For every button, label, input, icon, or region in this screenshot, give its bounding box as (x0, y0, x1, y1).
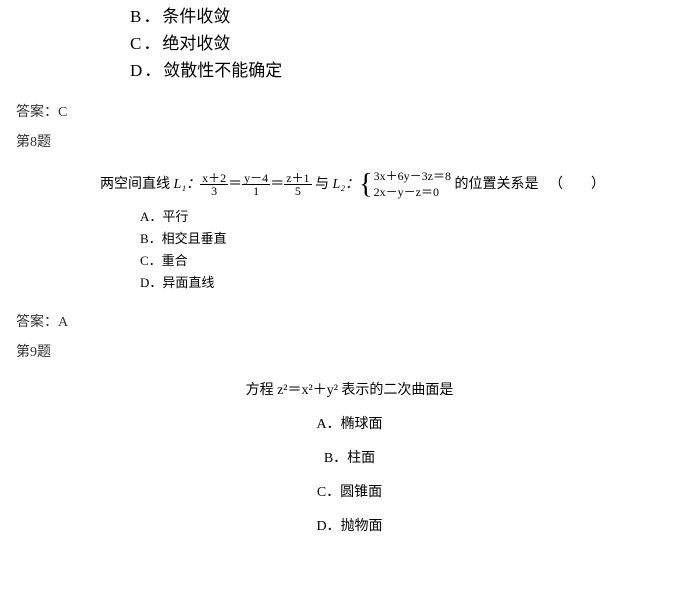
option-text: 条件收敛 (162, 7, 230, 26)
q8-stem: 两空间直线 L₁：x＋23＝y－41＝z＋15 与 L₂：{3x＋6y－3z＝8… (100, 169, 699, 200)
option-text: 平行 (162, 209, 188, 224)
option-text: 异面直线 (162, 275, 214, 290)
option-bullet: D． (140, 275, 162, 290)
q9-option-c: C．圆锥面 (0, 481, 699, 501)
sys-line-1: 3x＋6y－3z＝8 (374, 169, 451, 185)
option-bullet: A． (140, 209, 162, 224)
q8-option-c: C．重合 (140, 250, 699, 269)
q8-option-d: D．异面直线 (140, 272, 699, 291)
fraction-1: x＋23 (200, 172, 228, 197)
stem-prefix: 两空间直线 (100, 177, 174, 192)
answer-label: 答案： (16, 315, 58, 330)
option-bullet: C． (140, 253, 162, 268)
option-text: 相交且垂直 (162, 231, 227, 246)
option-bullet: D． (130, 61, 163, 80)
option-bullet: B． (324, 451, 347, 466)
fraction-2: y－41 (242, 172, 270, 197)
q8-header: 第8题 (16, 131, 699, 151)
option-text: 抛物面 (341, 519, 383, 534)
answer-value: A (58, 315, 68, 330)
q8-answer: 答案：A (16, 311, 699, 331)
stem-suffix: 的位置关系是 (454, 177, 538, 192)
q7-option-c: C．绝对收敛 (130, 29, 699, 54)
q7-option-d: D．敛散性不能确定 (130, 56, 699, 81)
fraction-3: z＋15 (284, 172, 311, 197)
q9-header: 第9题 (16, 341, 699, 361)
option-bullet: B． (140, 231, 162, 246)
option-text: 圆锥面 (340, 485, 382, 500)
l1-label: L₁： (174, 177, 201, 192)
option-text: 绝对收敛 (162, 34, 230, 53)
option-bullet: A． (316, 417, 340, 432)
option-bullet: D． (316, 519, 340, 534)
answer-value: C (58, 105, 67, 120)
option-text: 椭球面 (341, 417, 383, 432)
option-bullet: C． (130, 34, 162, 53)
q9-option-b: B．柱面 (0, 447, 699, 467)
q9-option-a: A．椭球面 (0, 413, 699, 433)
brace-icon: { (359, 171, 372, 199)
option-text: 敛散性不能确定 (163, 61, 282, 80)
q9-stem: 方程 z²＝x²＋y² 表示的二次曲面是 (0, 379, 699, 399)
option-text: 重合 (162, 253, 188, 268)
option-text: 柱面 (347, 451, 375, 466)
q8-option-b: B．相交且垂直 (140, 228, 699, 247)
with-text: 与 (315, 177, 333, 192)
q7-answer: 答案：C (16, 101, 699, 121)
q7-option-b: B．条件收敛 (130, 2, 699, 27)
answer-label: 答案： (16, 105, 58, 120)
l2-label: L₂： (333, 177, 360, 192)
equals-1: ＝ (228, 177, 242, 192)
q9-option-d: D．抛物面 (0, 515, 699, 535)
equals-2: ＝ (270, 177, 284, 192)
q8-options: A．平行 B．相交且垂直 C．重合 D．异面直线 (140, 206, 699, 291)
q8-option-a: A．平行 (140, 206, 699, 225)
equation-system: 3x＋6y－3z＝82x－y－z＝0 (374, 169, 451, 200)
option-bullet: B． (130, 7, 162, 26)
blank-paren: （ ） (549, 177, 605, 192)
q9-options: A．椭球面 B．柱面 C．圆锥面 D．抛物面 (0, 413, 699, 535)
sys-line-2: 2x－y－z＝0 (374, 185, 451, 201)
option-bullet: C． (317, 485, 340, 500)
